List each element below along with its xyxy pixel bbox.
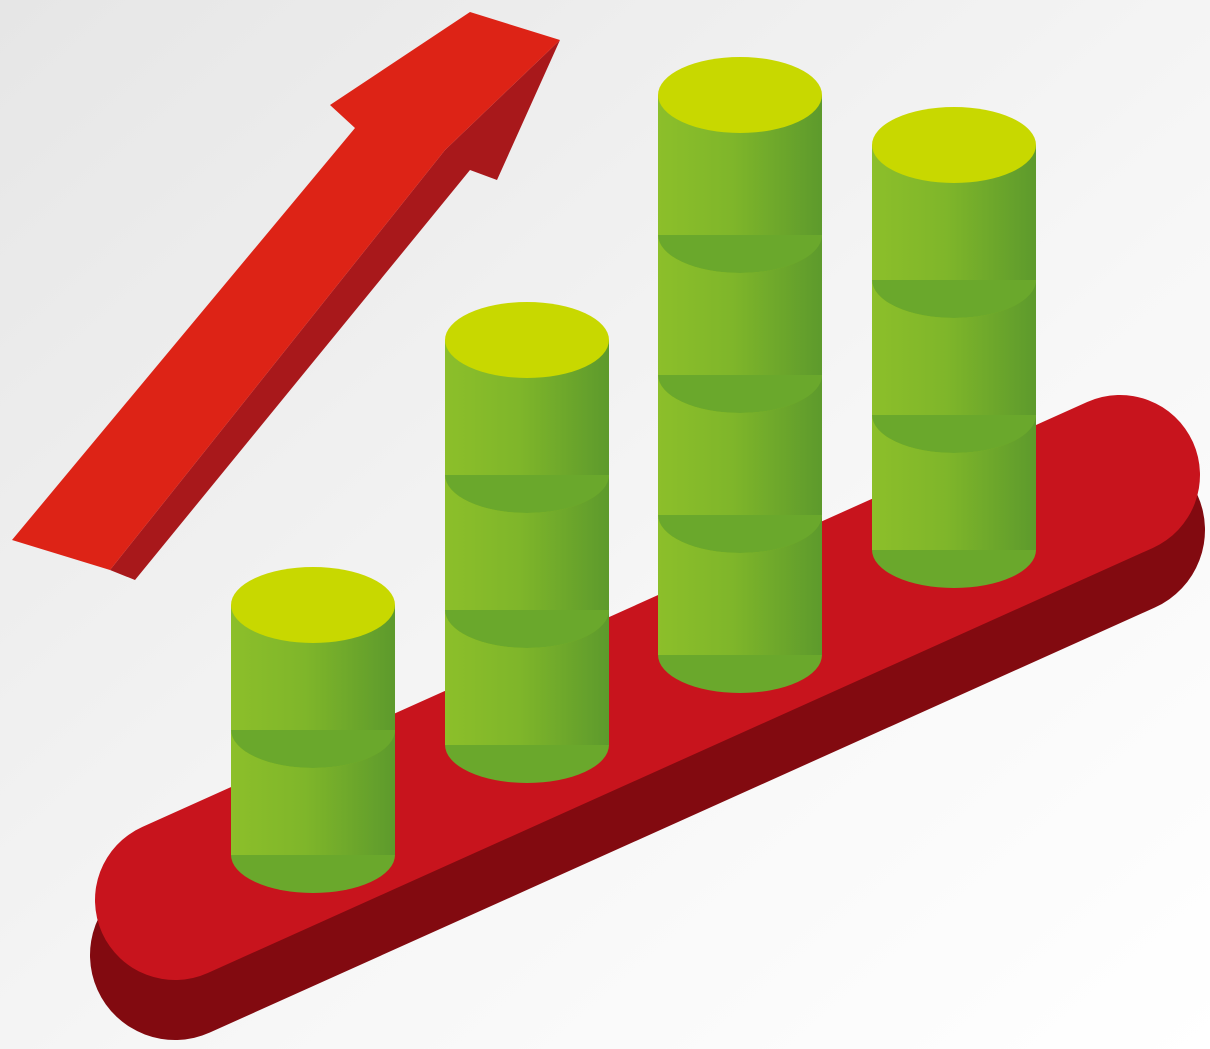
coin-top <box>231 567 395 643</box>
coin-top <box>658 57 822 133</box>
page: (() => { const data = JSON.parse(documen… <box>0 0 1210 1049</box>
coin-top <box>445 302 609 378</box>
coin-top <box>872 107 1036 183</box>
illustration <box>0 0 1210 1049</box>
